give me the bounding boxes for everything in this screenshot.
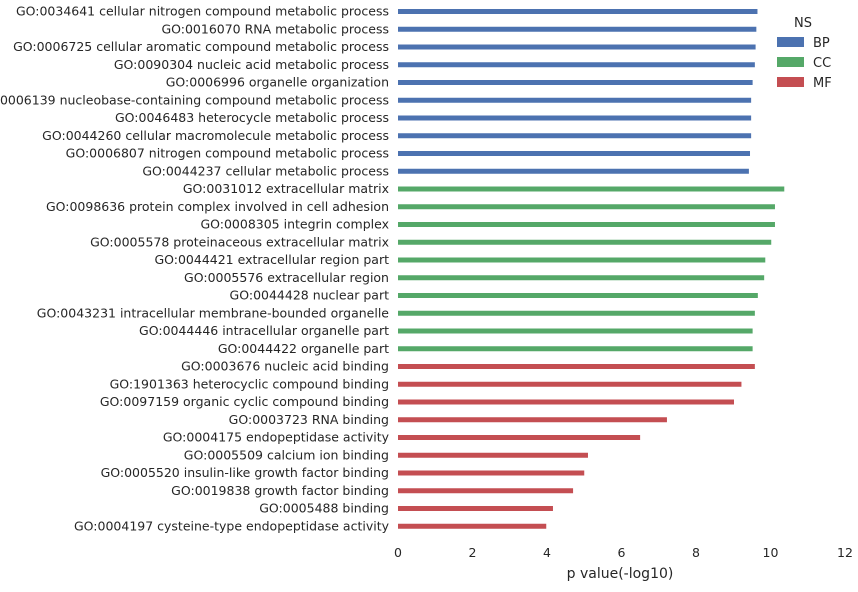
category-labels: GO:0034641 cellular nitrogen compound me… (0, 4, 390, 534)
category-label-23: GO:0003723 RNA binding (229, 412, 389, 427)
x-tick-label-5: 10 (763, 545, 779, 560)
legend-label-bp: BP (813, 36, 830, 51)
category-label-18: GO:0044446 intracellular organelle part (139, 323, 389, 338)
bar-24 (398, 435, 641, 440)
x-tick-label-0: 0 (394, 545, 402, 560)
bar-7 (398, 133, 752, 139)
category-label-6: GO:0046483 heterocycle metabolic process (115, 110, 389, 125)
bar-5 (398, 97, 752, 103)
bar-22 (398, 399, 734, 405)
x-axis-ticks: 0 2 4 6 8 10 12 (394, 545, 853, 560)
bar-12 (398, 222, 775, 227)
category-label-29: GO:0004197 cysteine-type endopeptidase a… (74, 518, 390, 533)
bar-26 (398, 470, 585, 476)
category-label-0: GO:0034641 cellular nitrogen compound me… (16, 4, 389, 19)
x-tick-label-4: 8 (692, 545, 700, 560)
category-label-12: GO:0008305 integrin complex (200, 217, 389, 232)
category-label-17: GO:0043231 intracellular membrane-bounde… (37, 305, 390, 320)
bar-6 (398, 115, 752, 121)
category-label-2: GO:0006725 cellular aromatic compound me… (13, 39, 389, 54)
category-label-24: GO:0004175 endopeptidase activity (163, 430, 390, 445)
category-label-28: GO:0005488 binding (259, 501, 389, 516)
legend-swatch-mf (777, 77, 804, 87)
bar-17 (398, 310, 755, 316)
x-tick-label-3: 6 (618, 545, 626, 560)
category-label-14: GO:0044421 extracellular region part (154, 252, 389, 267)
bar-4 (398, 80, 753, 85)
legend: NS BP CC MF (777, 16, 832, 91)
category-label-13: GO:0005578 proteinaceous extracellular m… (90, 234, 389, 249)
category-label-19: GO:0044422 organelle part (218, 341, 389, 356)
category-label-26: GO:0005520 insulin-like growth factor bi… (101, 465, 389, 480)
legend-swatch-bp (777, 37, 804, 47)
bar-2 (398, 44, 756, 50)
bar-23 (398, 417, 667, 423)
category-label-10: GO:0031012 extracellular matrix (183, 181, 389, 196)
bar-13 (398, 239, 772, 245)
bar-9 (398, 168, 749, 174)
category-label-4: GO:0006996 organelle organization (166, 75, 389, 90)
category-label-8: GO:0006807 nitrogen compound metabolic p… (66, 146, 389, 161)
bar-28 (398, 506, 553, 511)
legend-title: NS (794, 16, 812, 31)
legend-label-mf: MF (813, 76, 832, 91)
bar-16 (398, 293, 758, 298)
bar-18 (398, 328, 753, 334)
bars-layer (398, 9, 785, 529)
bar-19 (398, 346, 753, 352)
category-label-16: GO:0044428 nuclear part (230, 288, 390, 303)
bar-1 (398, 26, 757, 32)
bar-0 (398, 9, 758, 14)
bar-29 (398, 523, 547, 529)
category-label-27: GO:0019838 growth factor binding (171, 483, 389, 498)
x-axis-label: p value(-log10) (567, 566, 674, 582)
category-label-25: GO:0005509 calcium ion binding (184, 447, 389, 462)
bar-15 (398, 275, 765, 281)
category-label-21: GO:1901363 heterocyclic compound binding (110, 376, 389, 391)
bar-14 (398, 257, 766, 263)
bar-20 (398, 364, 755, 369)
bar-25 (398, 452, 588, 458)
legend-label-cc: CC (813, 56, 831, 71)
bar-27 (398, 488, 574, 494)
legend-swatch-cc (777, 57, 804, 67)
category-label-11: GO:0098636 protein complex involved in c… (46, 199, 389, 214)
bar-8 (398, 151, 751, 156)
x-tick-label-1: 2 (469, 545, 477, 560)
category-label-3: GO:0090304 nucleic acid metabolic proces… (114, 57, 389, 72)
bar-21 (398, 381, 742, 387)
category-label-5: GO:0006139 nucleobase-containing compoun… (0, 92, 389, 107)
x-tick-label-2: 4 (543, 545, 551, 560)
bar-3 (398, 62, 755, 68)
x-tick-label-6: 12 (837, 545, 853, 560)
category-label-22: GO:0097159 organic cyclic compound bindi… (100, 394, 389, 409)
bar-11 (398, 204, 775, 210)
category-label-9: GO:0044237 cellular metabolic process (142, 163, 389, 178)
category-label-1: GO:0016070 RNA metabolic process (161, 21, 389, 36)
category-label-15: GO:0005576 extracellular region (184, 270, 389, 285)
category-label-7: GO:0044260 cellular macromolecule metabo… (42, 128, 389, 143)
category-label-20: GO:0003676 nucleic acid binding (181, 359, 389, 374)
bar-10 (398, 186, 785, 192)
